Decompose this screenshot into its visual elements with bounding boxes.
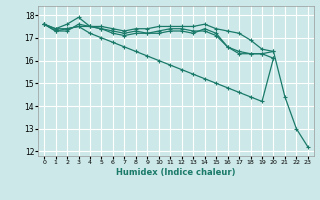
X-axis label: Humidex (Indice chaleur): Humidex (Indice chaleur) xyxy=(116,168,236,177)
